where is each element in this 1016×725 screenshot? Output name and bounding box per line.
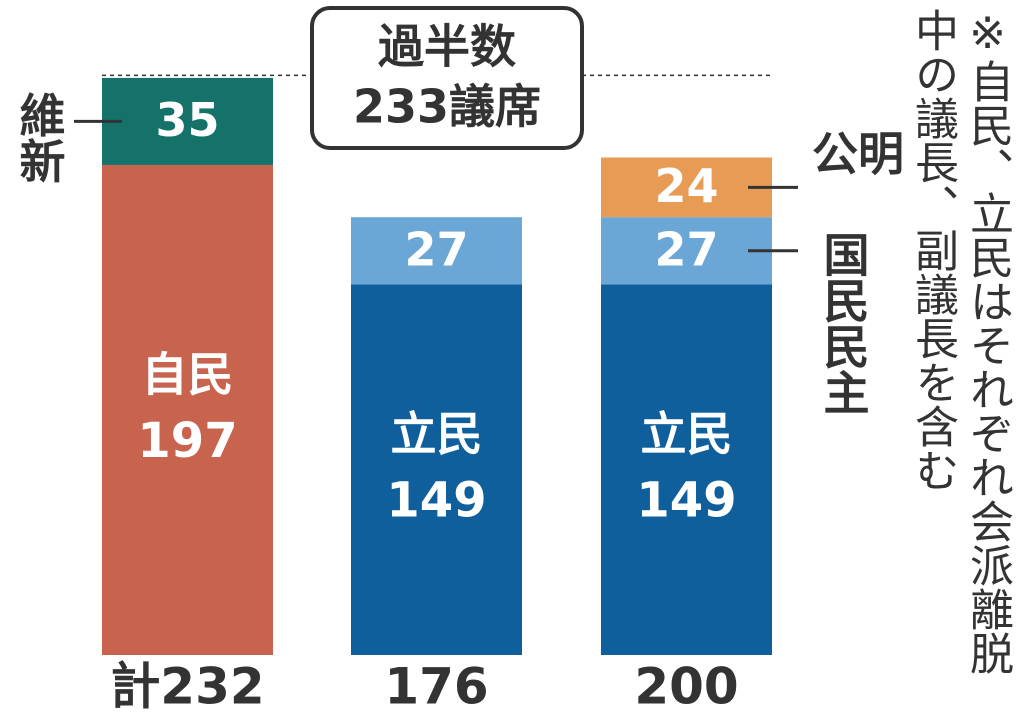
data-label: 197 bbox=[137, 413, 237, 469]
total-label: 計232 bbox=[110, 658, 264, 716]
data-label: 24 bbox=[654, 159, 718, 213]
data-label: 27 bbox=[404, 222, 468, 276]
bar-segment bbox=[351, 217, 522, 285]
threshold-label: 233議席 bbox=[353, 80, 541, 134]
bar-segment bbox=[351, 284, 522, 655]
bar-segment bbox=[102, 77, 273, 165]
segment-name: 立民 bbox=[391, 407, 483, 461]
data-label: 35 bbox=[155, 93, 219, 147]
bar-segment bbox=[102, 164, 273, 655]
bar-segment bbox=[601, 284, 772, 655]
data-label: 27 bbox=[654, 222, 718, 276]
series-name: 維新 bbox=[13, 91, 67, 183]
total-label: 176 bbox=[384, 658, 488, 716]
bar-segment bbox=[601, 217, 772, 285]
segment-name: 自民 bbox=[142, 347, 234, 401]
bar-segment bbox=[601, 157, 772, 218]
segment-name: 立民 bbox=[641, 407, 733, 461]
total-label: 200 bbox=[634, 658, 738, 716]
note: ※自民、立民はそれぞれ会派離脱 bbox=[962, 8, 1013, 675]
threshold-box bbox=[310, 6, 584, 150]
series-name: 国民民主 bbox=[817, 231, 871, 415]
threshold-label: 過半数 bbox=[378, 20, 516, 74]
data-label: 149 bbox=[636, 473, 736, 529]
note: 中の議長、副議長を含む bbox=[907, 8, 958, 492]
series-name: 公明 bbox=[812, 127, 904, 181]
data-label: 149 bbox=[386, 473, 486, 529]
